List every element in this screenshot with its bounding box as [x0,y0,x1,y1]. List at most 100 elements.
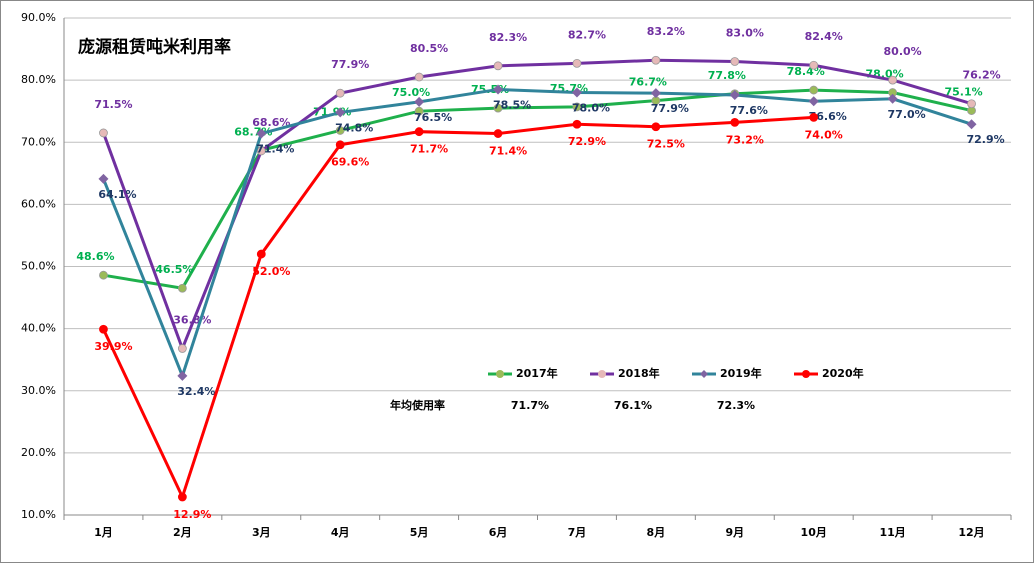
data-label: 76.7% [629,76,667,89]
legend-marker [598,370,606,378]
marker [256,128,267,139]
data-label: 71.7% [410,143,448,156]
marker [967,99,976,109]
legend-label: 2020年 [822,366,864,380]
marker [177,492,187,502]
marker [571,87,582,98]
x-tick-label: 5月 [410,526,429,539]
x-tick-label: 6月 [489,526,508,539]
y-tick-label: 70.0% [21,135,56,148]
marker [809,85,819,95]
marker [493,129,503,138]
x-tick-label: 11月 [879,526,905,539]
data-label: 12.9% [173,508,211,521]
marker [256,146,266,156]
marker [651,122,661,132]
series-line [102,58,972,353]
marker [729,90,740,101]
data-label: 83.2% [647,25,685,38]
x-tick-label: 9月 [725,526,744,539]
data-label: 46.5% [155,263,193,276]
marker [99,324,108,334]
data-label: 75.0% [392,86,430,99]
data-label: 74.0% [805,128,843,141]
data-label: 77.0% [888,108,926,121]
marker [335,140,345,150]
data-label: 78.0% [572,102,610,115]
marker [650,88,661,99]
x-tick-label: 4月 [331,526,350,539]
marker [572,119,582,129]
marker [256,249,266,259]
x-tick-label: 1月 [94,526,113,539]
data-label: 71.4% [256,143,294,156]
data-label: 71.5% [94,98,132,111]
marker [493,61,503,71]
legend-marker [496,370,504,378]
annotation-label: 年均使用率 [390,398,445,412]
data-label: 77.9% [651,102,689,115]
marker [414,106,424,116]
marker [335,88,345,98]
annotation-value: 72.3% [717,399,755,412]
series-line [102,115,814,502]
data-label: 48.6% [76,250,114,263]
legend-label: 2019年 [720,366,762,380]
legend-marker [700,370,708,378]
data-label: 76.5% [414,111,452,124]
marker [572,102,582,112]
x-tick-label: 10月 [801,526,827,539]
x-tick-label: 2月 [173,526,192,539]
marker [887,93,898,104]
y-tick-label: 30.0% [21,384,56,397]
x-tick-label: 3月 [252,526,271,539]
marker [888,75,898,85]
data-label: 32.4% [177,385,215,398]
data-label: 72.9% [568,135,606,148]
data-label: 80.0% [884,45,922,58]
data-label: 82.3% [489,31,527,44]
marker [414,127,424,137]
data-label: 80.5% [410,42,448,55]
legend-marker [802,370,810,378]
x-tick-label: 8月 [647,526,666,539]
marker [414,72,424,82]
marker [177,344,187,353]
marker [493,103,503,113]
marker [651,55,661,65]
marker [572,58,582,68]
marker [177,283,187,293]
data-label: 77.8% [708,69,746,82]
chart-title: 庞源租赁吨米利用率 [78,37,231,58]
marker [808,96,819,107]
marker [335,126,345,135]
annotation-value: 71.7% [511,399,549,412]
marker [809,113,819,122]
data-label: 68.6% [252,116,290,129]
marker [335,107,346,118]
data-label: 64.1% [98,188,136,201]
data-label: 36.8% [173,314,211,327]
marker [177,370,188,381]
data-label: 74.8% [335,121,373,134]
series-line [102,87,973,381]
marker [99,128,108,138]
marker [98,173,109,184]
y-tick-label: 50.0% [21,260,56,273]
y-tick-label: 10.0% [21,508,56,521]
data-label: 69.6% [331,156,369,169]
data-label: 82.7% [568,28,606,41]
data-label: 82.4% [805,30,843,43]
legend-label: 2018年 [618,366,660,380]
data-label: 73.2% [726,133,764,146]
marker [493,84,504,95]
marker [414,96,425,107]
y-tick-label: 90.0% [21,11,56,24]
x-tick-label: 12月 [958,526,984,539]
data-label: 76.2% [962,69,1000,82]
annotation-value: 76.1% [614,399,652,412]
data-label: 52.0% [252,265,290,278]
legend-label: 2017年 [516,366,558,380]
